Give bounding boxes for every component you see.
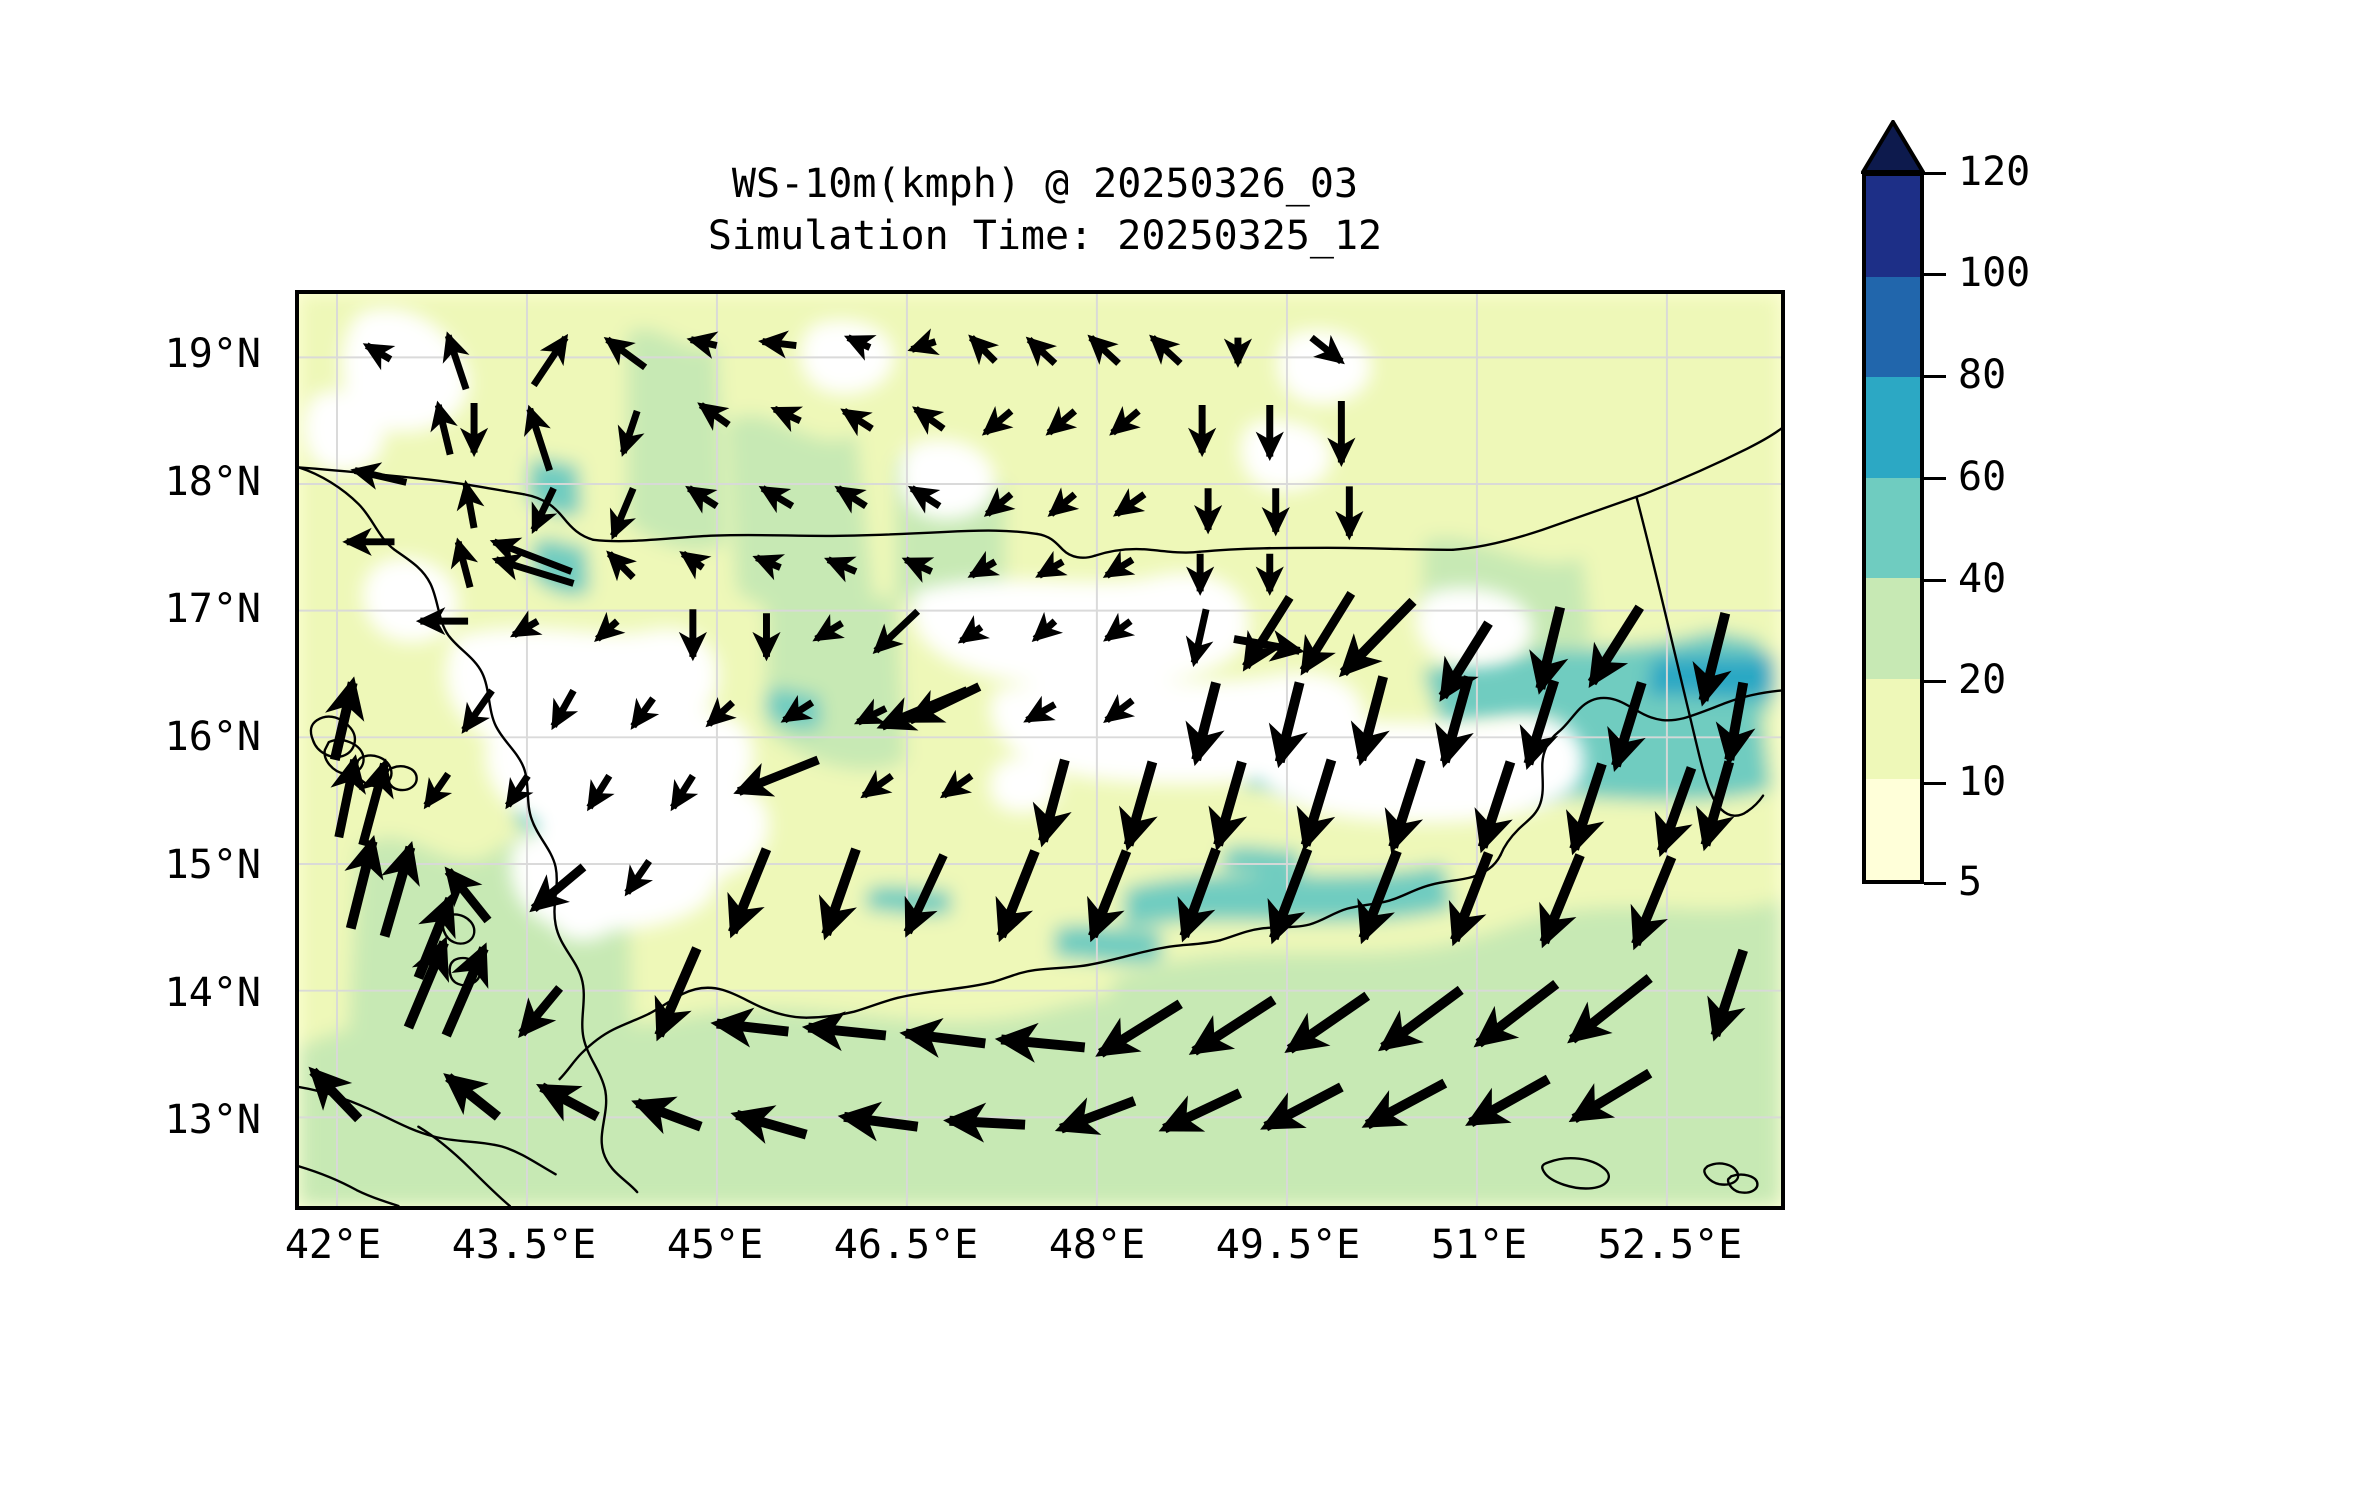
x-tick-label: 51°E bbox=[1430, 1222, 1528, 1268]
x-tick-label: 42°E bbox=[284, 1222, 382, 1268]
y-tick-label: 19°N bbox=[164, 331, 261, 377]
colorbar-band-60-80 bbox=[1866, 377, 1920, 478]
x-tick-label: 46.5°E bbox=[833, 1222, 979, 1268]
colorbar-band-80-100 bbox=[1866, 276, 1920, 378]
colorbar-label: 20 bbox=[1958, 657, 2007, 703]
title-line-2: Simulation Time: 20250325_12 bbox=[707, 213, 1383, 259]
colorbar-extend-arrow bbox=[1861, 120, 1925, 174]
wind-speed-map bbox=[299, 294, 1781, 1206]
colorbar-band-40-60 bbox=[1866, 477, 1920, 579]
colorbar-label: 80 bbox=[1958, 352, 2007, 398]
colorbar-gradient bbox=[1862, 172, 1924, 884]
colorbar-band-5-10 bbox=[1866, 779, 1920, 881]
colorbar-band-100-120 bbox=[1866, 176, 1920, 277]
colorbar-label: 40 bbox=[1958, 556, 2007, 602]
y-tick-label: 16°N bbox=[164, 714, 261, 760]
x-tick-label: 43.5°E bbox=[451, 1222, 597, 1268]
colorbar-band-10-20 bbox=[1866, 678, 1920, 780]
y-tick-label: 13°N bbox=[164, 1097, 261, 1143]
y-tick-label: 18°N bbox=[164, 459, 261, 505]
chart-title: WS-10m(kmph) @ 20250326_03 Simulation Ti… bbox=[295, 158, 1795, 262]
colorbar-tick bbox=[1924, 782, 1946, 785]
y-tick-label: 17°N bbox=[164, 586, 261, 632]
colorbar-label: 60 bbox=[1958, 454, 2007, 500]
colorbar-tick bbox=[1924, 477, 1946, 480]
colorbar-tick bbox=[1924, 273, 1946, 276]
x-tick-label: 45°E bbox=[666, 1222, 764, 1268]
colorbar-label: 10 bbox=[1958, 759, 2007, 805]
title-line-1: WS-10m(kmph) @ 20250326_03 bbox=[731, 161, 1359, 207]
colorbar-tick bbox=[1924, 882, 1946, 885]
y-tick-label: 15°N bbox=[164, 842, 261, 888]
x-tick-label: 48°E bbox=[1048, 1222, 1146, 1268]
x-tick-label: 49.5°E bbox=[1215, 1222, 1361, 1268]
y-tick-label: 14°N bbox=[164, 970, 261, 1016]
colorbar-tick bbox=[1924, 172, 1946, 175]
colorbar-tick bbox=[1924, 680, 1946, 683]
colorbar-label: 120 bbox=[1958, 149, 2031, 195]
colorbar-tick bbox=[1924, 579, 1946, 582]
x-tick-label: 52.5°E bbox=[1597, 1222, 1743, 1268]
map-plot-area bbox=[295, 290, 1785, 1210]
colorbar-band-20-40 bbox=[1866, 578, 1920, 679]
colorbar-label: 100 bbox=[1958, 250, 2031, 296]
colorbar-tick bbox=[1924, 375, 1946, 378]
wind-vector-field bbox=[308, 328, 1756, 1144]
colorbar: 120 100 80 60 40 20 10 5 bbox=[1861, 120, 2030, 905]
colorbar-label: 5 bbox=[1958, 859, 1983, 905]
